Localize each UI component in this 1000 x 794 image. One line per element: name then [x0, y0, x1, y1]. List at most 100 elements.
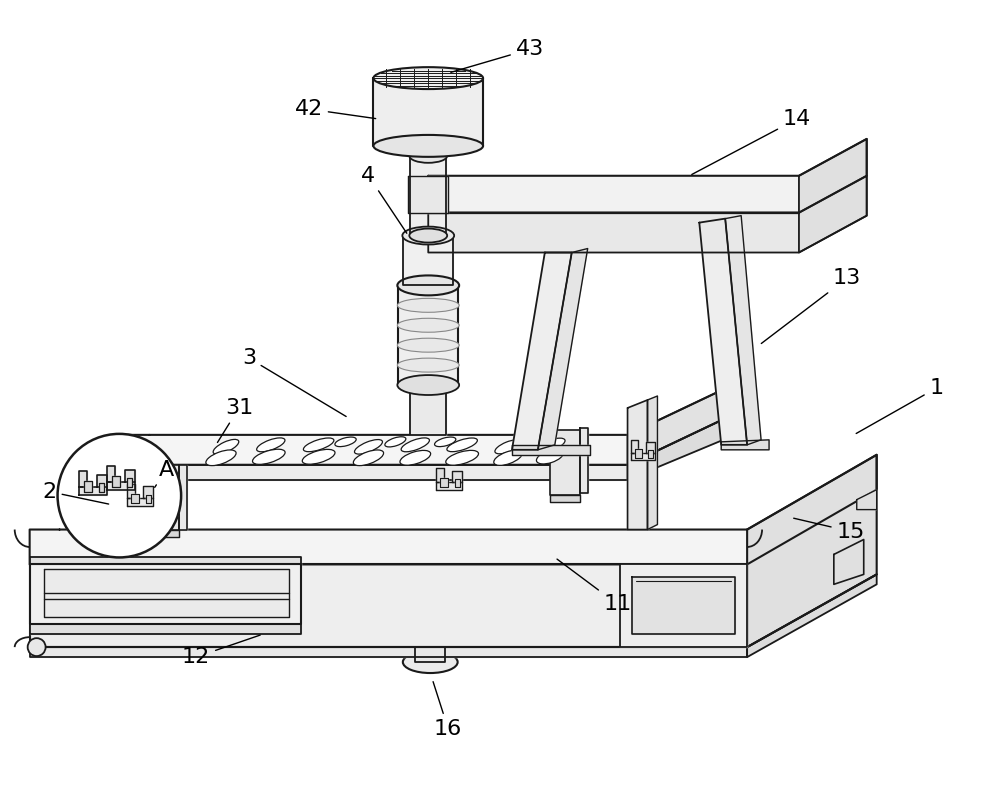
- Text: 3: 3: [242, 348, 346, 417]
- Ellipse shape: [539, 438, 565, 452]
- Ellipse shape: [28, 638, 46, 656]
- Text: 16: 16: [433, 682, 462, 739]
- Polygon shape: [721, 440, 769, 450]
- Ellipse shape: [400, 450, 431, 465]
- Polygon shape: [648, 450, 653, 457]
- Polygon shape: [799, 139, 867, 252]
- Polygon shape: [512, 252, 572, 450]
- Text: 2: 2: [43, 482, 109, 504]
- Ellipse shape: [303, 438, 334, 452]
- Text: A: A: [155, 460, 174, 488]
- Ellipse shape: [253, 449, 285, 464]
- Polygon shape: [127, 499, 153, 506]
- Ellipse shape: [446, 450, 479, 465]
- Polygon shape: [143, 487, 153, 499]
- Polygon shape: [127, 478, 132, 487]
- Ellipse shape: [397, 318, 459, 332]
- Ellipse shape: [447, 438, 477, 452]
- Polygon shape: [30, 624, 301, 634]
- Polygon shape: [512, 445, 590, 455]
- Polygon shape: [79, 471, 87, 487]
- Polygon shape: [452, 471, 462, 483]
- Ellipse shape: [397, 276, 459, 295]
- Polygon shape: [628, 408, 747, 480]
- Ellipse shape: [830, 572, 868, 587]
- Polygon shape: [538, 249, 588, 450]
- Polygon shape: [455, 479, 460, 488]
- Polygon shape: [30, 565, 747, 647]
- Polygon shape: [131, 494, 139, 503]
- Text: 43: 43: [451, 39, 544, 72]
- Polygon shape: [79, 487, 107, 495]
- Polygon shape: [631, 453, 655, 460]
- Text: 15: 15: [794, 518, 865, 542]
- Polygon shape: [632, 577, 735, 634]
- Polygon shape: [125, 470, 135, 482]
- Ellipse shape: [397, 338, 459, 353]
- Polygon shape: [30, 455, 877, 565]
- Ellipse shape: [402, 226, 454, 245]
- Ellipse shape: [354, 440, 382, 454]
- Text: 1: 1: [856, 378, 944, 434]
- Polygon shape: [403, 236, 453, 285]
- Polygon shape: [631, 440, 638, 453]
- Polygon shape: [30, 565, 301, 624]
- Polygon shape: [119, 378, 747, 464]
- Ellipse shape: [373, 67, 483, 89]
- Ellipse shape: [302, 449, 335, 464]
- Ellipse shape: [435, 437, 456, 447]
- Polygon shape: [112, 476, 120, 487]
- Polygon shape: [834, 539, 864, 584]
- Polygon shape: [84, 480, 92, 491]
- Polygon shape: [44, 569, 289, 617]
- Polygon shape: [747, 574, 877, 657]
- Text: 4: 4: [361, 166, 407, 233]
- Polygon shape: [107, 482, 135, 490]
- Text: 13: 13: [761, 268, 861, 344]
- Ellipse shape: [397, 375, 459, 395]
- Ellipse shape: [353, 450, 384, 465]
- Text: 11: 11: [557, 559, 632, 615]
- Polygon shape: [149, 530, 179, 537]
- Polygon shape: [373, 78, 483, 146]
- Circle shape: [58, 434, 181, 557]
- Polygon shape: [436, 483, 462, 490]
- Ellipse shape: [257, 438, 285, 452]
- Polygon shape: [410, 385, 446, 435]
- Polygon shape: [30, 557, 301, 565]
- Polygon shape: [628, 378, 747, 464]
- Polygon shape: [428, 175, 867, 252]
- Polygon shape: [646, 442, 655, 453]
- Polygon shape: [149, 464, 179, 530]
- Text: 12: 12: [182, 635, 260, 667]
- Ellipse shape: [373, 135, 483, 157]
- Ellipse shape: [397, 299, 459, 312]
- Text: 42: 42: [295, 99, 376, 119]
- Polygon shape: [97, 475, 107, 487]
- Polygon shape: [699, 218, 747, 445]
- Polygon shape: [628, 400, 647, 530]
- Polygon shape: [146, 495, 151, 503]
- Polygon shape: [580, 428, 588, 492]
- Ellipse shape: [206, 450, 236, 465]
- Polygon shape: [408, 175, 448, 213]
- Polygon shape: [428, 139, 867, 213]
- Ellipse shape: [494, 450, 522, 465]
- Polygon shape: [725, 216, 761, 445]
- Ellipse shape: [401, 438, 429, 452]
- Ellipse shape: [536, 449, 563, 464]
- Ellipse shape: [385, 437, 406, 447]
- Ellipse shape: [397, 358, 459, 372]
- Polygon shape: [620, 565, 747, 647]
- Polygon shape: [857, 490, 877, 510]
- Ellipse shape: [409, 148, 447, 163]
- Polygon shape: [119, 464, 628, 480]
- Polygon shape: [436, 468, 444, 483]
- Polygon shape: [550, 430, 580, 495]
- Polygon shape: [415, 647, 445, 662]
- Text: 31: 31: [217, 398, 253, 442]
- Polygon shape: [127, 484, 135, 499]
- Text: 14: 14: [692, 109, 811, 175]
- Polygon shape: [550, 495, 580, 502]
- Polygon shape: [647, 396, 657, 530]
